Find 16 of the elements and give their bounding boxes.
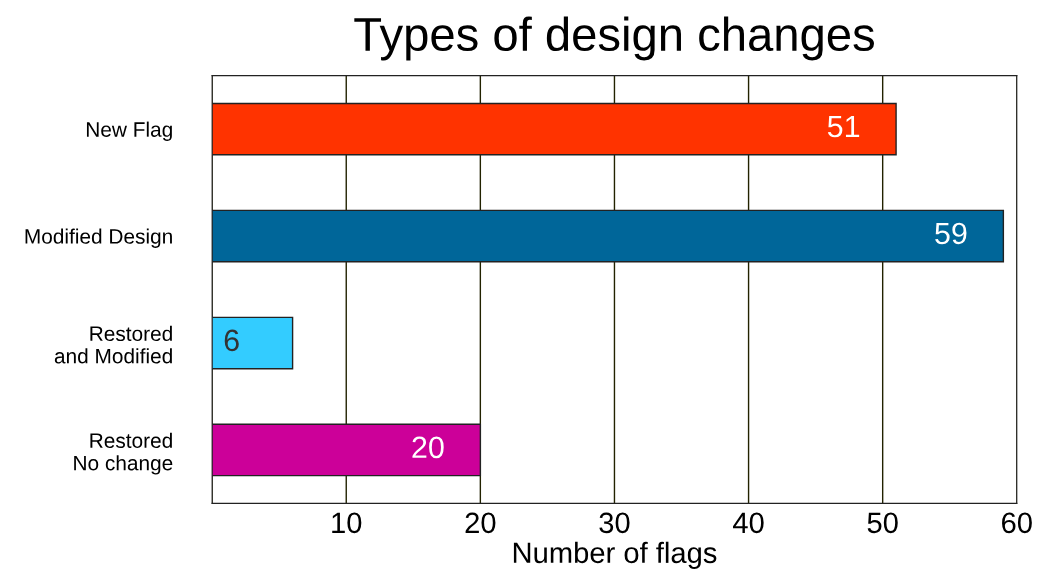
- y-tick-label: Modified Design: [25, 228, 172, 248]
- x-axis-title: Number of flags: [513, 541, 717, 569]
- data-label: 20: [412, 436, 444, 459]
- x-tick-label: 30: [599, 512, 630, 534]
- x-tick-label: 50: [867, 512, 898, 534]
- x-tick-label: 10: [332, 512, 362, 534]
- data-label: 51: [827, 116, 860, 138]
- x-tick-label: 20: [465, 512, 496, 534]
- data-label: 6: [224, 329, 239, 352]
- y-tick-label: Restored No change: [74, 432, 173, 475]
- data-label: 59: [935, 222, 967, 245]
- y-tick-label: New Flag: [86, 121, 172, 141]
- x-tick-label: 40: [733, 512, 764, 534]
- y-tick-label: Restored and Modified: [54, 325, 172, 364]
- chart-title: Types of design changes: [354, 16, 874, 61]
- x-tick-label: 60: [1002, 512, 1032, 534]
